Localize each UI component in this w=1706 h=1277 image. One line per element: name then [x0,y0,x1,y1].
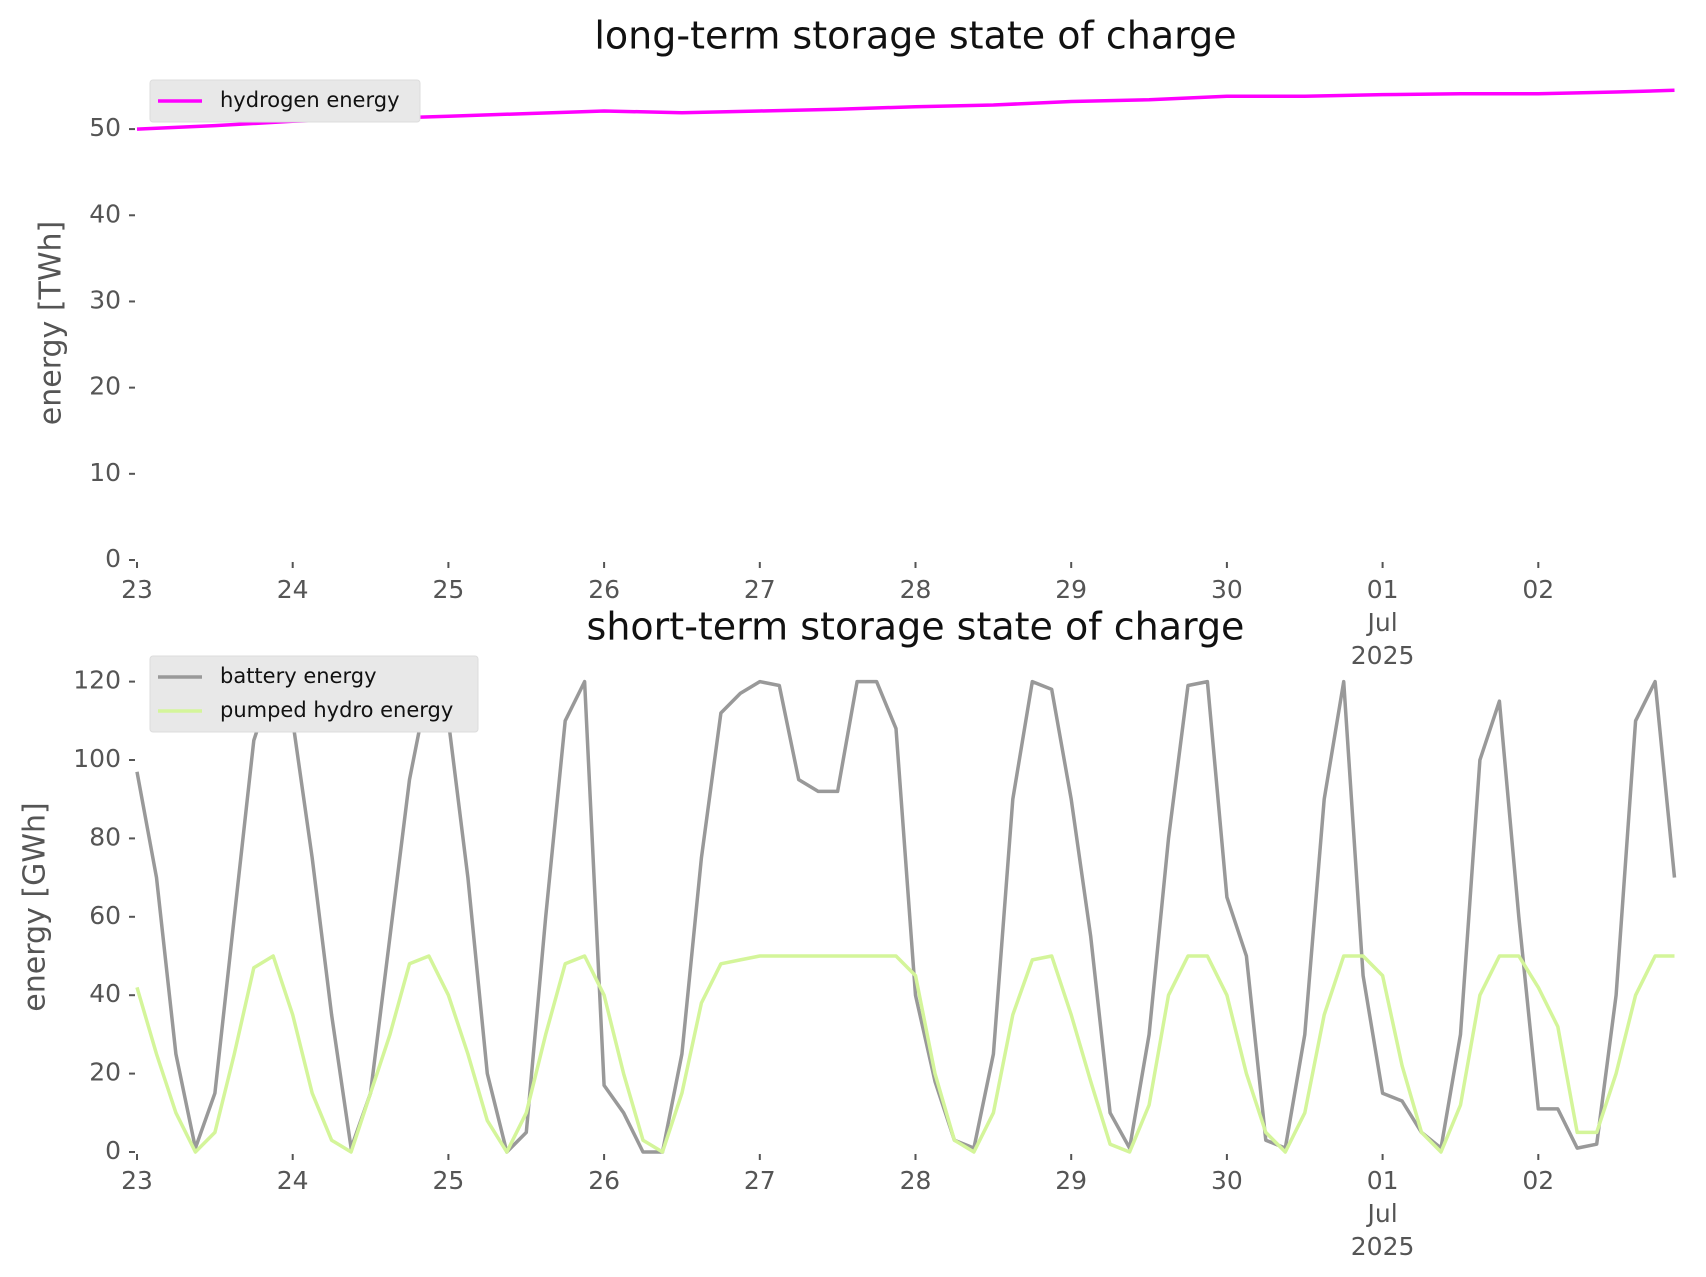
x-tick-label: 28 [899,575,932,604]
legend-box [149,79,421,123]
y-tick-label: 10 [89,458,121,487]
x-tick-label: 28 [899,1166,932,1195]
x-tick-label: 02 [1522,1166,1555,1195]
y-axis-label: energy [GWh] [18,802,53,1011]
x-tick-label: 24 [276,575,309,604]
chart-title: short-term storage state of charge [587,605,1245,649]
y-tick-label: 30 [89,285,121,314]
x-tick-label: 30 [1210,575,1243,604]
y-tick-label: 40 [89,199,121,228]
x-tick-label: 24 [276,1166,309,1195]
x-tick-label: 26 [588,575,620,604]
chart-title: long-term storage state of charge [594,14,1236,58]
x-tick-label: 23 [121,1166,153,1195]
y-axis-label: energy [TWh] [34,221,69,425]
x-tick-label: 25 [432,1166,465,1195]
y-tick-label: 0 [105,544,121,573]
x-tick-label: 27 [743,575,776,604]
legend-label: pumped hydro energy [220,698,453,722]
x-tick-label: 30 [1210,1166,1243,1195]
x-tick-label: 29 [1055,575,1088,604]
x-tick-label: 26 [588,1166,620,1195]
x-tick-label: 01 Jul 2025 [1350,575,1415,670]
series-line [135,679,1677,1154]
x-tick-label: 02 [1522,575,1555,604]
y-tick-label: 40 [89,979,121,1008]
legend-label: battery energy [220,664,377,688]
x-tick-label: 01 Jul 2025 [1350,1166,1415,1261]
y-tick-label: 100 [73,744,121,773]
x-tick-label: 29 [1055,1166,1088,1195]
series-line [135,954,1675,1154]
y-tick-label: 60 [89,901,121,930]
legend-box [149,655,479,733]
y-tick-label: 0 [105,1136,121,1165]
x-tick-label: 25 [432,575,465,604]
y-tick-label: 20 [89,1058,121,1087]
y-tick-label: 50 [89,113,121,142]
x-tick-label: 23 [121,575,153,604]
x-tick-label: 27 [743,1166,776,1195]
y-tick-label: 120 [73,666,121,695]
y-tick-label: 20 [89,372,121,401]
y-tick-label: 80 [89,822,121,851]
legend-label: hydrogen energy [220,88,400,112]
